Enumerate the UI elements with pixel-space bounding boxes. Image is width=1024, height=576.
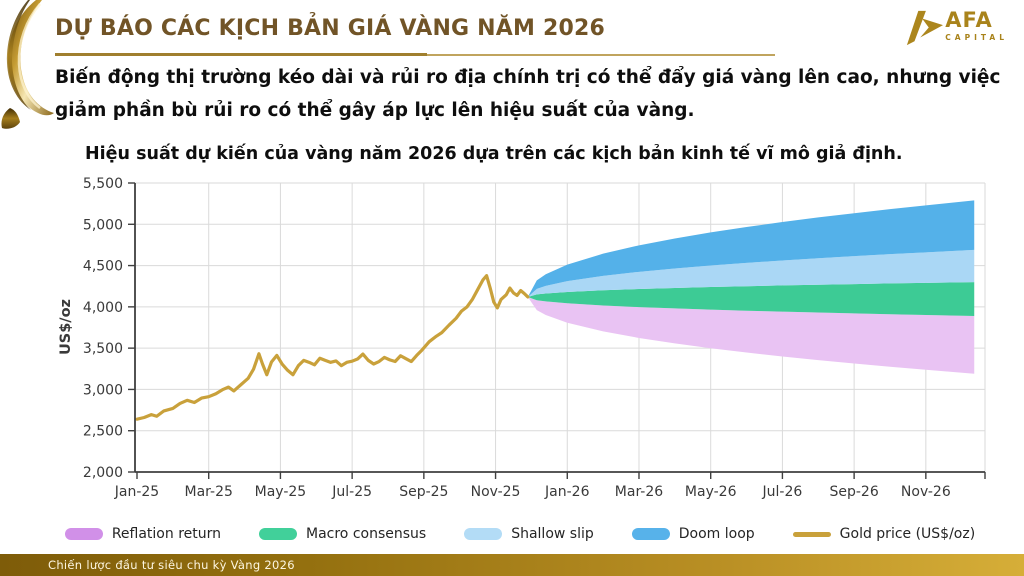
gold-price-line [135, 274, 530, 421]
logo-subtext: CAPITAL [945, 33, 1008, 42]
y-tick-label: 2,500 [83, 424, 123, 440]
title-underline-thin [427, 54, 775, 56]
x-tick-label: Nov-26 [901, 484, 951, 500]
gold-scenarios-chart: 2,000 2,500 3,000 3,500 4,000 4,500 5,000 5,500… [58, 176, 986, 500]
safa-logo-icon [907, 10, 944, 46]
safa-logo: AFA CAPITAL [905, 10, 1008, 46]
gold-swirl-decoration [1, 0, 54, 129]
legend-swatch [259, 528, 297, 540]
legend-item-doom-loop: Doom loop [631, 526, 755, 542]
safa-logo-text: AFA CAPITAL [945, 10, 1008, 42]
chart-title: Hiệu suất dự kiến của vàng năm 2026 dựa … [85, 144, 903, 164]
x-tick-label: May-25 [255, 484, 307, 500]
legend-label: Gold price (US$/oz) [839, 526, 976, 542]
x-tick-label: Sep-25 [399, 484, 448, 500]
y-tick-label: 5,500 [83, 176, 123, 192]
legend-item-macro-consensus: Macro consensus [259, 526, 426, 542]
legend-item-gold-price-us-oz-: Gold price (US$/oz) [792, 526, 976, 542]
title-underline-thick [55, 53, 427, 56]
x-tick-label: Jan-26 [544, 484, 590, 500]
y-tick-label: 2,000 [83, 465, 123, 481]
x-tick-label: Mar-26 [615, 484, 663, 500]
legend-label: Doom loop [678, 526, 755, 542]
intro-line-2: giảm phần bù rủi ro có thể gây áp lực lê… [55, 100, 695, 121]
chart-legend: Reflation return Macro consensus Shallow s… [40, 521, 1000, 547]
legend-swatch [631, 528, 670, 540]
legend-swatch [64, 528, 103, 540]
legend-label: Shallow slip [511, 526, 594, 542]
x-tick-label: Jan-25 [114, 484, 159, 500]
y-tick-label: 4,500 [83, 259, 123, 275]
x-tick-label: Sep-26 [829, 484, 878, 500]
y-tick-label: 4,000 [83, 300, 123, 316]
intro-line-1: Biến động thị trường kéo dài và rủi ro đ… [55, 67, 1001, 88]
y-tick-label: 3,500 [83, 341, 123, 357]
logo-wordmark: AFA [945, 8, 993, 32]
legend-swatch [464, 528, 503, 540]
footer-text: Chiến lược đầu tư siêu chu kỳ Vàng 2026 [48, 558, 295, 572]
legend-swatch [792, 531, 831, 537]
x-tick-label: Mar-25 [185, 484, 233, 500]
legend-label: Macro consensus [306, 526, 427, 542]
y-tick-label: 5,000 [83, 217, 123, 233]
x-tick-label: Jul-25 [331, 484, 372, 500]
legend-item-shallow-slip: Shallow slip [464, 526, 594, 542]
band-reflation-return [527, 296, 975, 374]
page-title: DỰ BÁO CÁC KỊCH BẢN GIÁ VÀNG NĂM 2026 [55, 16, 605, 41]
legend-item-reflation-return: Reflation return [64, 526, 221, 542]
x-tick-label: Jul-26 [762, 484, 803, 500]
x-tick-label: Nov-25 [471, 484, 521, 500]
band-macro-consensus [527, 282, 975, 316]
x-tick-label: May-26 [685, 484, 737, 500]
band-shallow-slip [527, 249, 975, 297]
band-doom-loop [527, 200, 975, 297]
y-tick-label: 3,000 [83, 382, 123, 398]
intro-paragraph: Biến động thị trường kéo dài và rủi ro đ… [55, 61, 1005, 127]
footer-bar: Chiến lược đầu tư siêu chu kỳ Vàng 2026 [0, 554, 1024, 576]
y-axis-title: US$/oz [58, 299, 74, 355]
legend-label: Reflation return [111, 526, 221, 542]
